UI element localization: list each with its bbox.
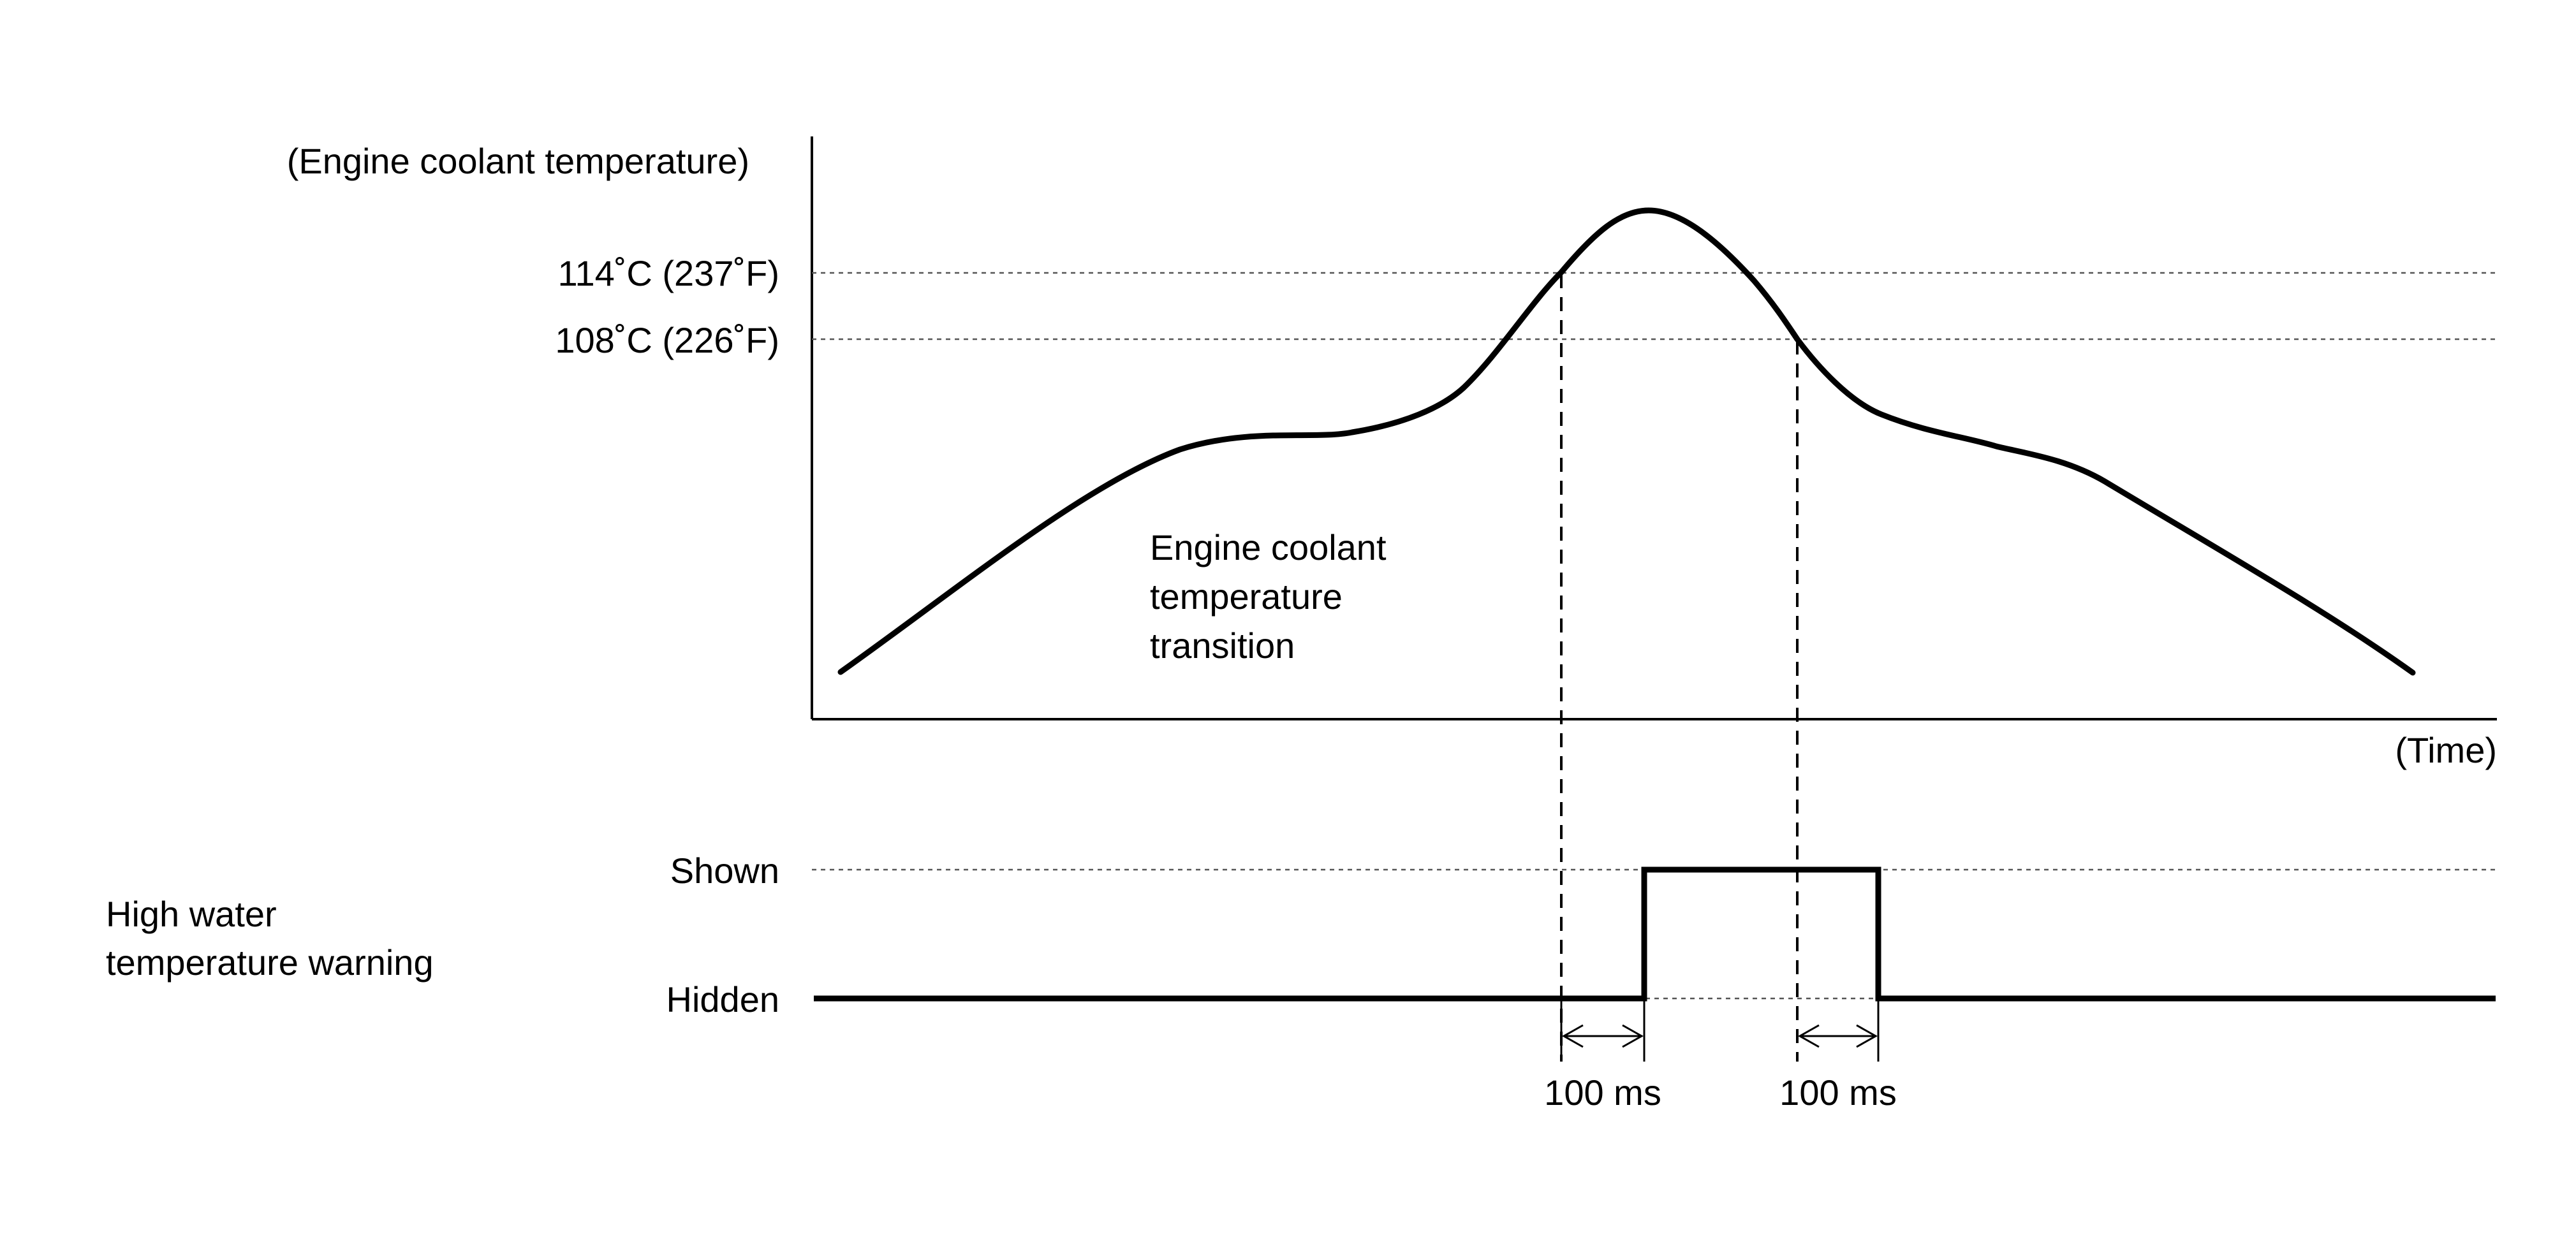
off-delay-arrowhead-right: [1856, 1024, 1878, 1048]
curve-label: Engine coolant temperature transition: [1150, 527, 1396, 666]
threshold-114-label: 114˚C (237˚F): [557, 253, 779, 293]
warning-title-line-1: High water: [106, 894, 277, 934]
on-delay-dimension: 100 ms: [1544, 1001, 1661, 1113]
warning-title: High water temperature warning: [106, 894, 434, 983]
on-delay-label: 100 ms: [1544, 1072, 1661, 1113]
warning-signal-waveform: [814, 866, 2496, 1002]
time-axis-label: (Time): [2395, 730, 2497, 770]
curve-label-line-2: temperature: [1150, 576, 1343, 617]
hidden-state-label: Hidden: [666, 979, 779, 1019]
temperature-axis-title: (Engine coolant temperature): [287, 141, 749, 181]
coolant-temperature-curve: [837, 207, 2416, 676]
on-delay-arrowhead-right: [1622, 1024, 1644, 1048]
off-delay-arrowhead-left: [1797, 1024, 1820, 1048]
curve-label-line-1: Engine coolant: [1150, 527, 1387, 567]
curve-label-line-3: transition: [1150, 625, 1295, 666]
shown-state-label: Shown: [670, 851, 779, 891]
threshold-108-label: 108˚C (226˚F): [555, 320, 779, 360]
off-delay-dimension: 100 ms: [1779, 1001, 1897, 1113]
on-delay-arrowhead-left: [1561, 1024, 1584, 1048]
warning-title-line-2: temperature warning: [106, 942, 434, 983]
off-delay-label: 100 ms: [1779, 1072, 1897, 1113]
